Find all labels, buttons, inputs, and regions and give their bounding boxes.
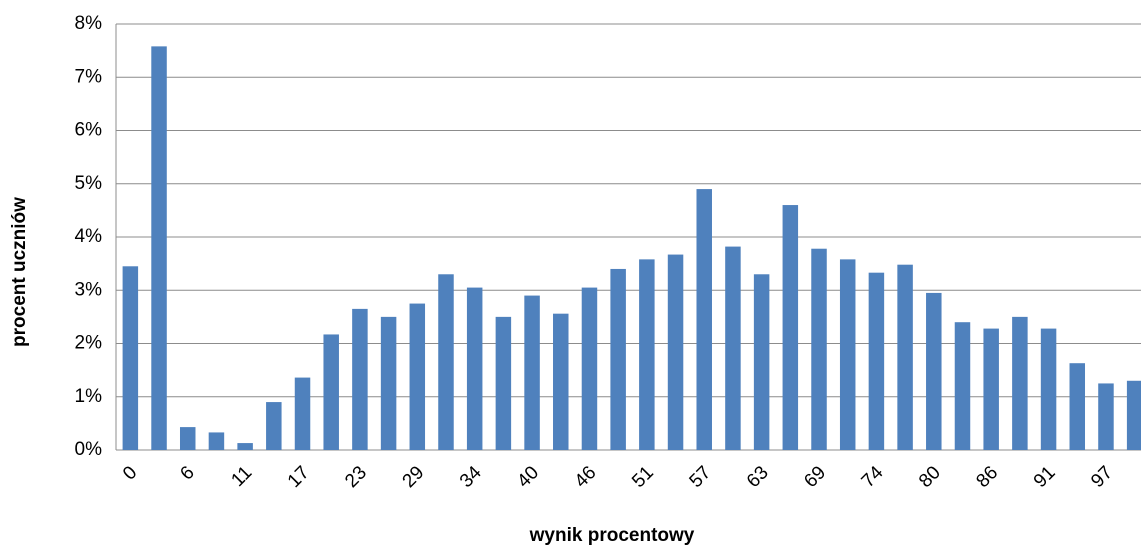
bar bbox=[983, 328, 999, 450]
x-tick-label: 97 bbox=[1087, 462, 1117, 492]
y-tick-label: 8% bbox=[75, 13, 103, 34]
x-tick-label: 80 bbox=[915, 462, 945, 492]
bar bbox=[1012, 316, 1028, 450]
bar bbox=[208, 432, 225, 450]
x-tick-label: 40 bbox=[513, 462, 543, 492]
bar bbox=[839, 259, 856, 450]
y-tick-label: 6% bbox=[75, 120, 103, 141]
bar bbox=[122, 266, 139, 450]
x-tick-label: 69 bbox=[800, 462, 830, 492]
bar bbox=[179, 427, 196, 450]
bar bbox=[782, 205, 799, 450]
bar bbox=[1069, 363, 1086, 450]
bar bbox=[926, 292, 942, 450]
bar bbox=[380, 316, 397, 450]
x-tick-label: 63 bbox=[743, 462, 773, 492]
x-tick-label: 91 bbox=[1030, 462, 1060, 492]
bar bbox=[581, 287, 598, 450]
x-axis-title: wynik procentowy bbox=[529, 525, 695, 546]
bar bbox=[868, 272, 885, 450]
bar bbox=[438, 274, 454, 450]
bar bbox=[553, 313, 569, 450]
bar bbox=[237, 443, 253, 450]
bar bbox=[466, 287, 483, 450]
bar bbox=[409, 303, 426, 450]
bar bbox=[266, 402, 282, 450]
bar bbox=[954, 322, 971, 450]
bar bbox=[811, 248, 827, 450]
x-tick-label: 23 bbox=[341, 462, 371, 492]
bar bbox=[524, 295, 540, 450]
bar bbox=[667, 254, 684, 450]
bar bbox=[1098, 383, 1114, 450]
y-tick-label: 0% bbox=[75, 439, 103, 460]
bar bbox=[294, 377, 311, 450]
x-tick-label: 6 bbox=[176, 462, 198, 484]
x-tick-label: 34 bbox=[456, 462, 486, 492]
x-tick-label: 74 bbox=[858, 462, 888, 492]
x-tick-label: 11 bbox=[227, 462, 256, 491]
bar bbox=[897, 264, 913, 450]
y-tick-label: 4% bbox=[75, 226, 103, 247]
x-tick-label: 17 bbox=[284, 462, 314, 492]
x-tick-label: 51 bbox=[628, 462, 658, 492]
y-tick-label: 3% bbox=[75, 279, 103, 300]
y-tick-label: 5% bbox=[75, 173, 103, 194]
y-tick-label: 7% bbox=[75, 66, 103, 87]
bar bbox=[151, 46, 167, 451]
x-tick-label: 29 bbox=[399, 462, 429, 492]
x-tick-label: 0 bbox=[119, 462, 141, 484]
bar bbox=[696, 189, 712, 450]
bar bbox=[1126, 380, 1141, 450]
y-tick-label: 1% bbox=[75, 386, 103, 407]
bar bbox=[725, 246, 741, 450]
bar bbox=[753, 274, 770, 450]
x-tick-label: 46 bbox=[571, 462, 601, 492]
bar bbox=[1040, 328, 1057, 450]
bar bbox=[639, 259, 655, 450]
bar bbox=[610, 268, 626, 450]
x-tick-label: 86 bbox=[972, 462, 1002, 492]
x-tick-label: 57 bbox=[686, 462, 716, 492]
bar bbox=[352, 308, 368, 450]
bar bbox=[495, 316, 512, 450]
bar bbox=[323, 334, 339, 450]
y-axis-title: procent uczniów bbox=[9, 197, 30, 347]
y-tick-label: 2% bbox=[75, 333, 103, 354]
